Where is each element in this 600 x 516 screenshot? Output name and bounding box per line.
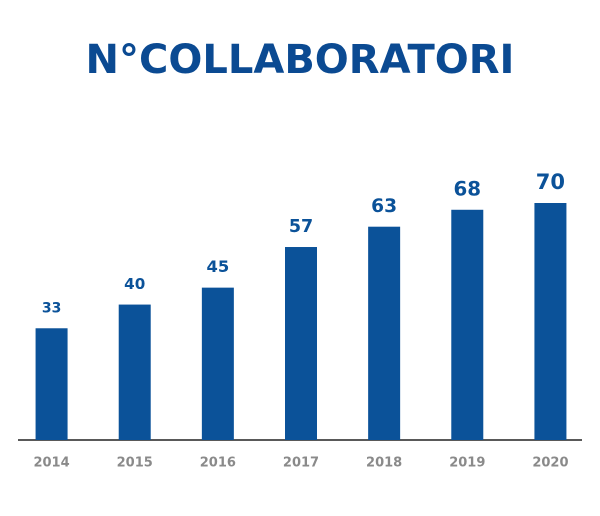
data-label: 63	[371, 196, 397, 217]
bar	[451, 209, 484, 440]
data-label: 68	[453, 177, 481, 200]
bar	[368, 226, 401, 440]
data-label: 40	[124, 275, 145, 293]
data-label: 70	[536, 170, 565, 194]
data-label: 57	[289, 217, 313, 237]
x-tick-label: 2020	[532, 456, 568, 471]
bar	[35, 328, 68, 440]
bar	[534, 203, 567, 440]
x-tick-label: 2018	[366, 456, 402, 471]
x-tick-label: 2017	[283, 456, 319, 471]
bar	[118, 304, 151, 440]
x-tick-label: 2019	[449, 456, 485, 471]
x-tick-label: 2015	[117, 456, 153, 471]
x-tick-label: 2014	[33, 456, 69, 471]
data-label: 33	[42, 300, 61, 316]
data-label: 45	[206, 257, 229, 276]
bar	[201, 287, 234, 440]
bar	[285, 247, 317, 440]
x-tick-label: 2016	[200, 456, 236, 471]
chart-title: N°COLLABORATORI	[86, 37, 515, 83]
